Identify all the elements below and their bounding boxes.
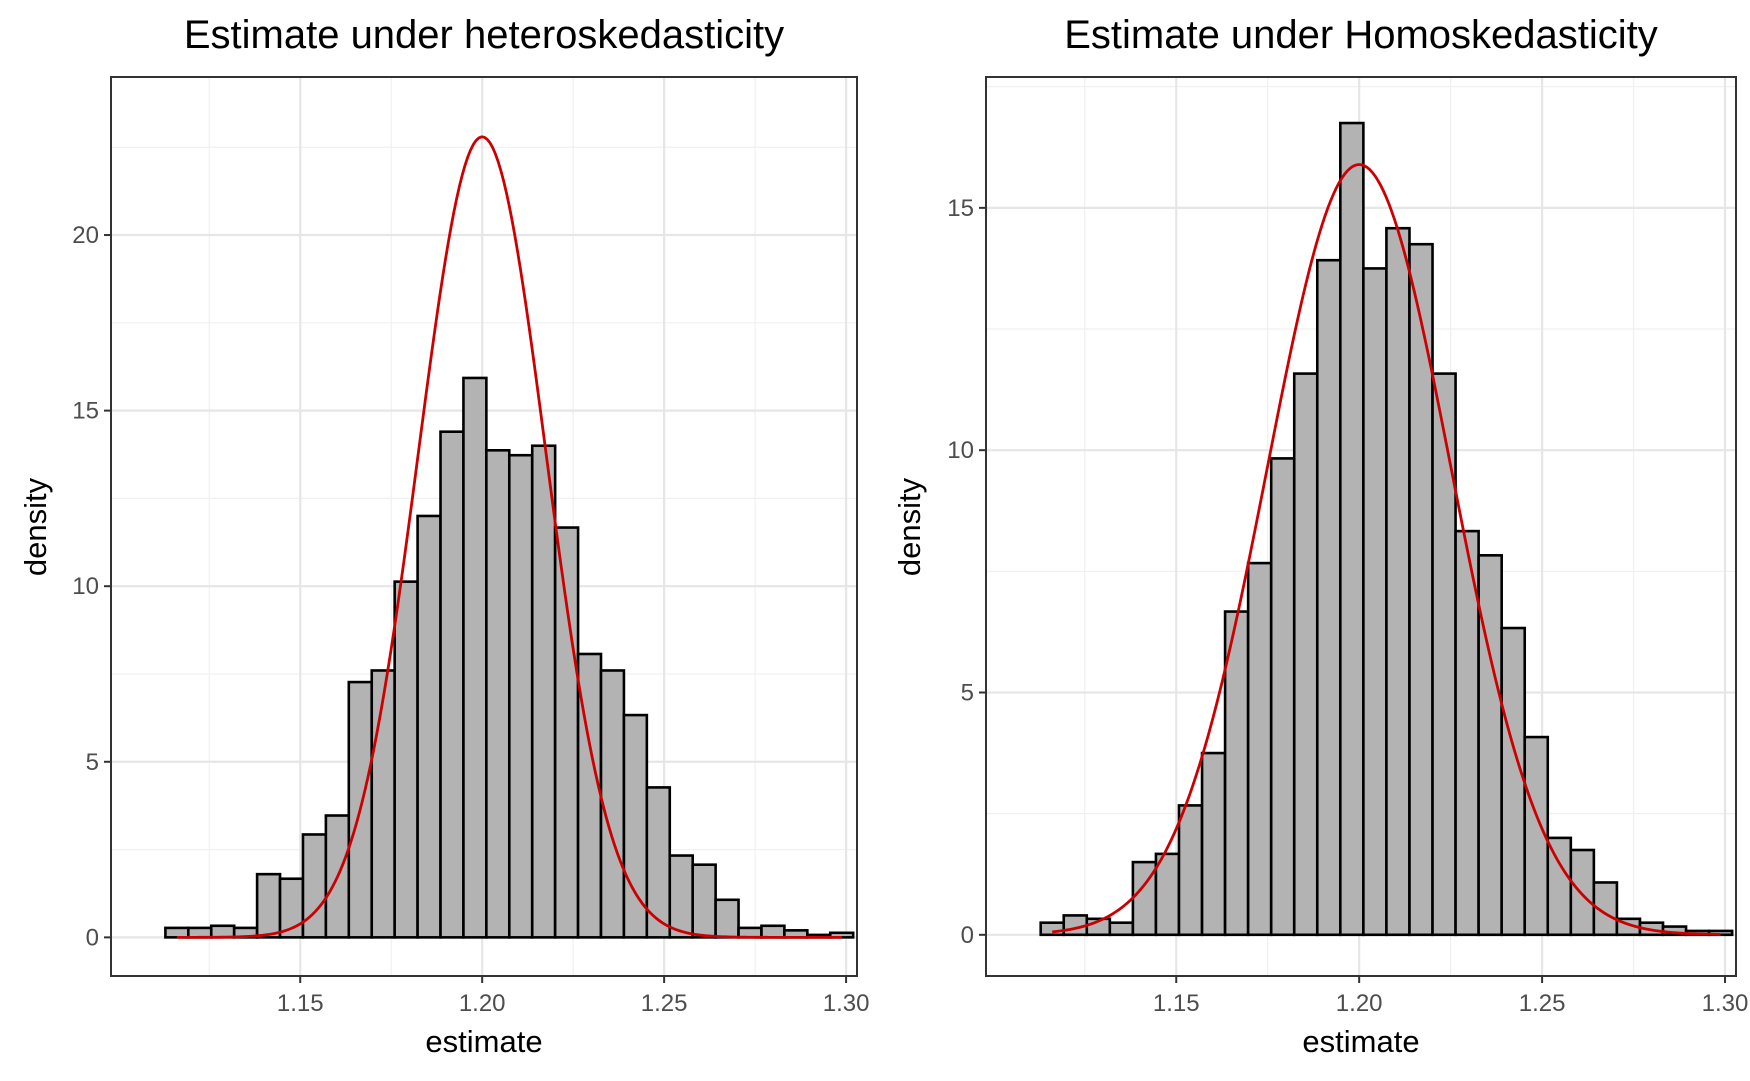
plot-area: 1.15 1.20 1.25 1.30 0 5 10 15 20 <box>72 76 870 1017</box>
histogram-bar <box>530 444 557 939</box>
histogram-bar <box>1315 258 1342 937</box>
histogram-bar <box>1039 921 1066 937</box>
histogram-bar <box>439 430 465 939</box>
histogram-bar <box>209 924 236 939</box>
panel-border <box>110 76 858 977</box>
y-tick-label: 15 <box>947 195 974 222</box>
histogram-bar <box>462 376 488 939</box>
histogram-bar <box>1546 836 1573 937</box>
y-axis-label: density <box>18 477 53 576</box>
x-tick-label: 1.15 <box>277 990 324 1017</box>
density-curve <box>176 135 842 939</box>
histogram-bar <box>1431 372 1457 937</box>
x-tick-label: 1.30 <box>823 990 870 1017</box>
histogram-bar <box>1292 372 1319 937</box>
histogram-bar <box>645 786 672 939</box>
panel-title: Estimate under Homoskedasticity <box>1064 13 1658 57</box>
histogram-bar <box>760 924 786 939</box>
histogram-bar <box>370 669 396 939</box>
histogram-bar <box>714 898 740 939</box>
histogram-bar <box>1339 121 1365 937</box>
histogram-bar <box>1246 561 1273 937</box>
histogram-bar <box>1385 226 1411 937</box>
x-tick-label: 1.20 <box>1336 990 1383 1017</box>
x-tick-label: 1.25 <box>1519 990 1566 1017</box>
histogram-bar <box>1592 881 1619 937</box>
x-axis-label: estimate <box>425 1024 542 1059</box>
histogram-bar <box>1154 852 1181 937</box>
histogram-bar <box>1523 735 1550 937</box>
histogram-bar <box>1569 848 1596 937</box>
histogram-bar <box>1269 457 1296 937</box>
x-tick-label: 1.20 <box>459 990 506 1017</box>
histogram-panel-heteroskedasticity: Estimate under heteroskedasticity 1.15 1.… <box>18 13 869 1059</box>
y-tick-label: 5 <box>86 749 99 776</box>
y-tick-label: 0 <box>86 924 99 951</box>
histogram-bar <box>599 669 626 939</box>
histogram-bar <box>1362 267 1388 937</box>
histogram-bar <box>1177 804 1204 937</box>
histogram-bar <box>416 514 442 939</box>
y-tick-label: 0 <box>961 922 974 949</box>
plot-area: 1.15 1.20 1.25 1.30 0 5 10 15 <box>947 76 1749 1017</box>
histogram-bar <box>1408 242 1434 937</box>
panel-border <box>985 76 1737 977</box>
histogram-bar <box>1108 921 1135 937</box>
histogram-panel-homoskedasticity: Estimate under Homoskedasticity 1.15 1.20… <box>892 13 1748 1059</box>
histogram-bar <box>1500 626 1527 937</box>
y-tick-label: 15 <box>72 398 99 425</box>
histogram-bar <box>393 580 419 939</box>
y-axis-label: density <box>892 477 927 576</box>
y-tick-label: 5 <box>961 679 974 706</box>
histogram-bar <box>301 833 328 939</box>
x-axis-label: estimate <box>1302 1024 1419 1059</box>
histogram-bar <box>1200 751 1227 937</box>
histogram-bar <box>1477 554 1503 937</box>
histogram-bar <box>485 448 511 939</box>
histogram-bar <box>668 854 694 939</box>
y-tick-label: 10 <box>72 573 99 600</box>
histogram-bar <box>164 926 190 939</box>
x-tick-label: 1.25 <box>641 990 688 1017</box>
histogram-bar <box>553 526 580 939</box>
histogram-bar <box>507 453 534 939</box>
x-tick-label: 1.15 <box>1153 990 1200 1017</box>
y-tick-label: 10 <box>947 437 974 464</box>
density-curve <box>1052 163 1721 936</box>
panel-title: Estimate under heteroskedasticity <box>184 13 784 57</box>
x-tick-label: 1.30 <box>1702 990 1749 1017</box>
y-tick-label: 20 <box>72 222 99 249</box>
histogram-bar <box>691 863 717 939</box>
histogram-bar <box>255 872 282 939</box>
